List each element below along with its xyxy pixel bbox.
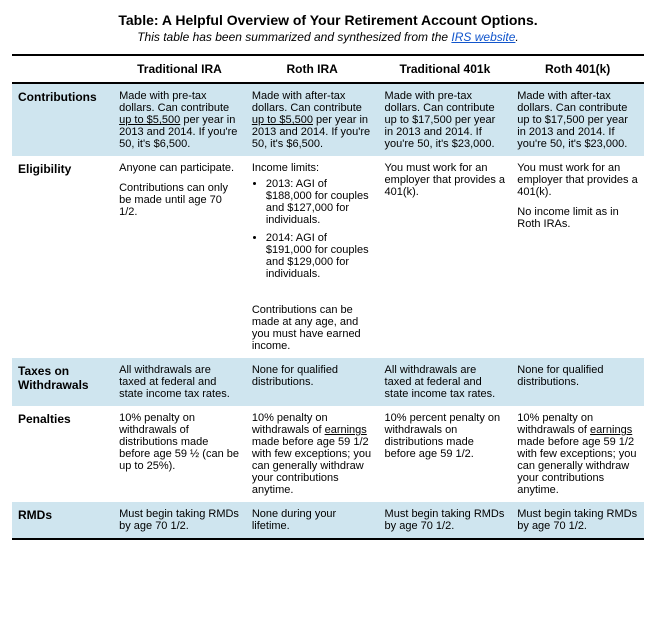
cell: All withdrawals are taxed at federal and… [379, 358, 512, 406]
cell: Must begin taking RMDs by age 70 1/2. [113, 502, 246, 539]
col-roth-401k: Roth 401(k) [511, 55, 644, 83]
text: Contributions can be made at any age, an… [252, 304, 373, 352]
cell: Made with after-tax dollars. Can contrib… [246, 83, 379, 156]
list-item: 2013: AGI of $188,000 for couples and $1… [266, 178, 373, 226]
text-underlined: earnings [325, 424, 367, 436]
text: made before age 59 1/2 with few exceptio… [252, 436, 371, 496]
text: Contributions can only be made until age… [119, 182, 240, 218]
cell: None for qualified distributions. [246, 358, 379, 406]
row-label: RMDs [12, 502, 113, 539]
irs-link[interactable]: IRS website [451, 30, 515, 44]
row-label: Taxes on Withdrawals [12, 358, 113, 406]
text-underlined: earnings [590, 424, 632, 436]
row-label: Eligibility [12, 156, 113, 358]
col-traditional-ira: Traditional IRA [113, 55, 246, 83]
row-label: Penalties [12, 406, 113, 502]
text: Anyone can participate. [119, 162, 240, 174]
row-penalties: Penalties 10% penalty on withdrawals of … [12, 406, 644, 502]
text: 10% penalty on withdrawals of [252, 412, 328, 436]
text: Made with after-tax dollars. Can contrib… [252, 90, 362, 114]
col-roth-ira: Roth IRA [246, 55, 379, 83]
text: You must work for an employer that provi… [517, 162, 638, 198]
retirement-options-table: Traditional IRA Roth IRA Traditional 401… [12, 54, 644, 540]
header-row: Traditional IRA Roth IRA Traditional 401… [12, 55, 644, 83]
cell: Made with pre-tax dollars. Can contribut… [113, 83, 246, 156]
subtitle-prefix: This table has been summarized and synth… [137, 30, 451, 44]
table-title: Table: A Helpful Overview of Your Retire… [12, 12, 644, 28]
cell: Anyone can participate. Contributions ca… [113, 156, 246, 358]
cell: 10% penalty on withdrawals of earnings m… [246, 406, 379, 502]
text-underlined: up to $5,500 [252, 114, 313, 126]
col-traditional-401k: Traditional 401k [379, 55, 512, 83]
cell: You must work for an employer that provi… [511, 156, 644, 358]
cell: Made with pre-tax dollars. Can contribut… [379, 83, 512, 156]
col-blank [12, 55, 113, 83]
cell: Made with after-tax dollars. Can contrib… [511, 83, 644, 156]
cell: Income limits: 2013: AGI of $188,000 for… [246, 156, 379, 358]
bullet-list: 2013: AGI of $188,000 for couples and $1… [266, 178, 373, 280]
subtitle-suffix: . [515, 30, 518, 44]
row-eligibility: Eligibility Anyone can participate. Cont… [12, 156, 644, 358]
cell: None during your lifetime. [246, 502, 379, 539]
text: made before age 59 1/2 with few exceptio… [517, 436, 636, 496]
cell: All withdrawals are taxed at federal and… [113, 358, 246, 406]
cell: Must begin taking RMDs by age 70 1/2. [511, 502, 644, 539]
text: Made with pre-tax dollars. Can contribut… [119, 90, 229, 114]
text-underlined: up to $5,500 [119, 114, 180, 126]
row-contributions: Contributions Made with pre-tax dollars.… [12, 83, 644, 156]
text: No income limit as in Roth IRAs. [517, 206, 638, 230]
list-item: 2014: AGI of $191,000 for couples and $1… [266, 232, 373, 280]
cell: 10% penalty on withdrawals of earnings m… [511, 406, 644, 502]
cell: 10% penalty on withdrawals of distributi… [113, 406, 246, 502]
cell: 10% percent penalty on withdrawals on di… [379, 406, 512, 502]
row-taxes: Taxes on Withdrawals All withdrawals are… [12, 358, 644, 406]
table-subtitle: This table has been summarized and synth… [12, 30, 644, 44]
cell: You must work for an employer that provi… [379, 156, 512, 358]
cell: None for qualified distributions. [511, 358, 644, 406]
text: Income limits: [252, 162, 373, 174]
row-rmds: RMDs Must begin taking RMDs by age 70 1/… [12, 502, 644, 539]
row-label: Contributions [12, 83, 113, 156]
text: 10% penalty on withdrawals of [517, 412, 593, 436]
cell: Must begin taking RMDs by age 70 1/2. [379, 502, 512, 539]
